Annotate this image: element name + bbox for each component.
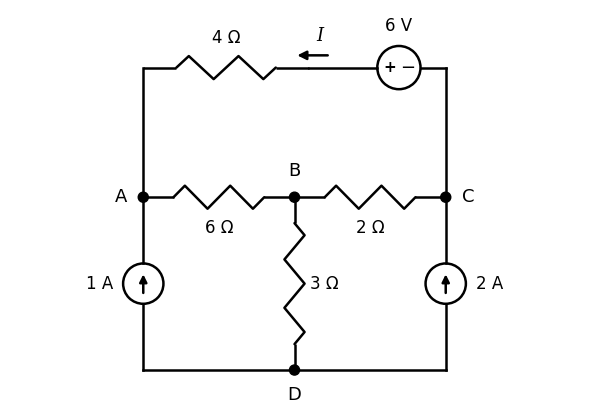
Text: 6 V: 6 V bbox=[385, 17, 412, 35]
Circle shape bbox=[289, 192, 300, 202]
Text: +: + bbox=[383, 60, 396, 75]
Circle shape bbox=[441, 192, 451, 202]
Text: I: I bbox=[316, 27, 323, 44]
Text: B: B bbox=[289, 162, 300, 180]
Text: C: C bbox=[462, 188, 474, 206]
Text: 1 A: 1 A bbox=[86, 275, 113, 293]
Text: 3 Ω: 3 Ω bbox=[310, 275, 339, 293]
Text: 4 Ω: 4 Ω bbox=[212, 30, 240, 47]
Text: −: − bbox=[401, 59, 416, 76]
Text: 6 Ω: 6 Ω bbox=[204, 219, 233, 237]
Text: 2 Ω: 2 Ω bbox=[356, 219, 385, 237]
Text: A: A bbox=[115, 188, 127, 206]
Text: D: D bbox=[287, 386, 302, 404]
Circle shape bbox=[289, 365, 300, 375]
Circle shape bbox=[138, 192, 148, 202]
Text: 2 A: 2 A bbox=[476, 275, 503, 293]
